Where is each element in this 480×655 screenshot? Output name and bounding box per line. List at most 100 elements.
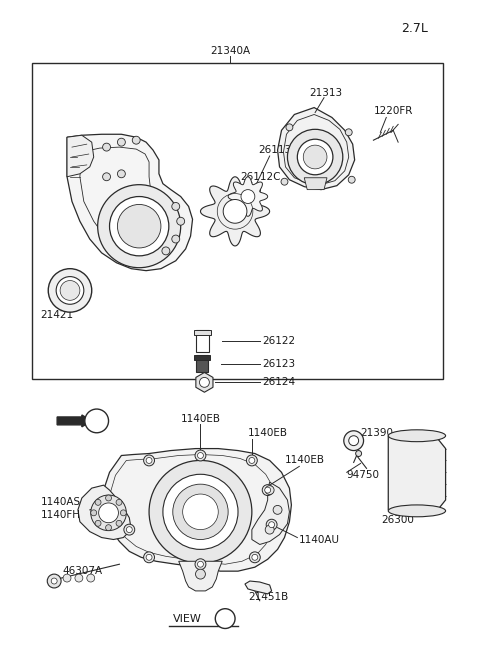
Circle shape — [348, 176, 355, 183]
Circle shape — [252, 554, 258, 560]
Circle shape — [356, 451, 361, 457]
Circle shape — [118, 204, 161, 248]
Circle shape — [116, 499, 122, 505]
Polygon shape — [104, 449, 291, 571]
Circle shape — [60, 280, 80, 301]
Text: 26112C: 26112C — [240, 172, 280, 182]
Circle shape — [162, 247, 170, 255]
Text: 1140EB: 1140EB — [248, 428, 288, 438]
Circle shape — [51, 578, 57, 584]
Polygon shape — [78, 485, 131, 540]
Circle shape — [223, 200, 247, 223]
Text: 21340A: 21340A — [210, 47, 250, 56]
Circle shape — [118, 170, 125, 178]
Bar — [33, 63, 443, 379]
Bar — [193, 354, 210, 360]
Circle shape — [116, 520, 122, 526]
Circle shape — [264, 487, 271, 493]
Circle shape — [241, 189, 255, 204]
Circle shape — [63, 574, 71, 582]
Ellipse shape — [388, 430, 445, 441]
Text: 46307A: 46307A — [62, 566, 102, 576]
Circle shape — [273, 506, 282, 514]
Circle shape — [345, 129, 352, 136]
Circle shape — [75, 574, 83, 582]
Circle shape — [85, 409, 108, 433]
Circle shape — [197, 453, 204, 458]
Text: 26123: 26123 — [263, 358, 296, 369]
Circle shape — [120, 510, 126, 515]
Circle shape — [56, 276, 84, 305]
Circle shape — [250, 552, 260, 563]
Polygon shape — [67, 135, 94, 177]
Ellipse shape — [388, 505, 445, 517]
Circle shape — [269, 522, 275, 528]
Circle shape — [216, 608, 235, 629]
Circle shape — [288, 129, 343, 185]
Circle shape — [132, 136, 140, 144]
Circle shape — [195, 569, 205, 579]
Bar — [193, 330, 211, 335]
Polygon shape — [304, 178, 327, 189]
Circle shape — [146, 554, 152, 560]
Text: 1140AS: 1140AS — [40, 497, 81, 507]
Circle shape — [106, 495, 111, 501]
Circle shape — [95, 499, 101, 505]
Circle shape — [99, 503, 119, 523]
Circle shape — [172, 235, 180, 243]
Polygon shape — [228, 177, 268, 216]
Circle shape — [48, 269, 92, 312]
Text: 21313: 21313 — [309, 88, 342, 98]
Circle shape — [91, 495, 126, 531]
Text: 1140EB: 1140EB — [180, 414, 220, 424]
Circle shape — [87, 574, 95, 582]
Text: 26113C: 26113C — [258, 145, 298, 155]
Circle shape — [47, 574, 61, 588]
Text: 21390: 21390 — [360, 428, 394, 438]
Circle shape — [118, 138, 125, 146]
Circle shape — [126, 527, 132, 533]
Text: 26124: 26124 — [263, 377, 296, 387]
Text: A: A — [94, 417, 99, 425]
Circle shape — [144, 552, 155, 563]
Circle shape — [349, 436, 359, 445]
Polygon shape — [201, 177, 270, 246]
Circle shape — [163, 474, 238, 550]
Text: 1140EB: 1140EB — [285, 455, 324, 466]
Circle shape — [172, 202, 180, 210]
Text: 1220FR: 1220FR — [373, 105, 413, 115]
Circle shape — [97, 185, 180, 268]
Text: 21421: 21421 — [40, 310, 73, 320]
Circle shape — [265, 525, 274, 534]
Circle shape — [103, 173, 110, 181]
Circle shape — [109, 196, 169, 256]
Text: 26122: 26122 — [263, 336, 296, 346]
Circle shape — [249, 457, 255, 463]
Text: A: A — [222, 614, 228, 623]
Circle shape — [281, 178, 288, 185]
FancyArrow shape — [57, 415, 92, 427]
Circle shape — [303, 145, 327, 169]
Circle shape — [344, 431, 363, 451]
Circle shape — [144, 455, 155, 466]
Bar — [195, 354, 208, 373]
Circle shape — [103, 143, 110, 151]
Polygon shape — [179, 561, 222, 591]
Circle shape — [177, 217, 185, 225]
Polygon shape — [245, 581, 272, 594]
Circle shape — [106, 525, 111, 531]
Circle shape — [91, 510, 96, 515]
Circle shape — [146, 457, 152, 463]
Circle shape — [149, 460, 252, 563]
Polygon shape — [67, 134, 192, 271]
Circle shape — [246, 455, 257, 466]
Circle shape — [286, 124, 293, 131]
Text: VIEW: VIEW — [173, 614, 202, 624]
Circle shape — [265, 485, 274, 495]
Circle shape — [200, 377, 209, 387]
Text: 1140AU: 1140AU — [300, 534, 340, 544]
Circle shape — [195, 450, 206, 461]
Bar — [195, 330, 209, 352]
Text: 2.7L: 2.7L — [401, 22, 428, 35]
Circle shape — [266, 519, 277, 530]
